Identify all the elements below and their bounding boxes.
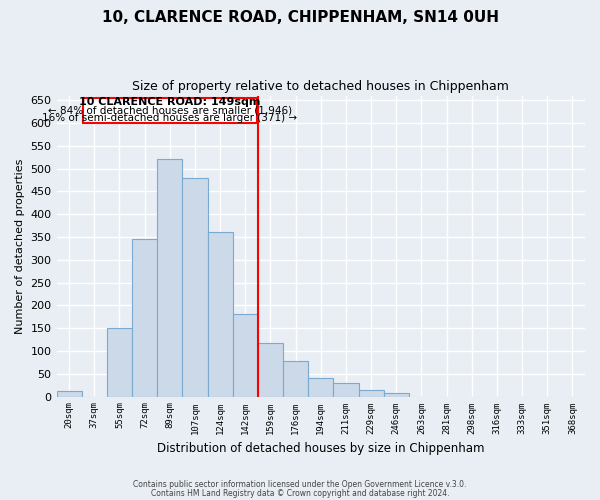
Bar <box>233 314 258 396</box>
Text: Contains public sector information licensed under the Open Government Licence v.: Contains public sector information licen… <box>133 480 467 489</box>
Bar <box>157 160 182 396</box>
Y-axis label: Number of detached properties: Number of detached properties <box>15 158 25 334</box>
Text: Contains HM Land Registry data © Crown copyright and database right 2024.: Contains HM Land Registry data © Crown c… <box>151 488 449 498</box>
Title: Size of property relative to detached houses in Chippenham: Size of property relative to detached ho… <box>133 80 509 93</box>
Bar <box>359 390 383 396</box>
Text: 10, CLARENCE ROAD, CHIPPENHAM, SN14 0UH: 10, CLARENCE ROAD, CHIPPENHAM, SN14 0UH <box>101 10 499 25</box>
FancyBboxPatch shape <box>83 98 257 123</box>
Bar <box>308 378 334 396</box>
Bar <box>182 178 208 396</box>
Bar <box>107 328 132 396</box>
Text: 16% of semi-detached houses are larger (371) →: 16% of semi-detached houses are larger (… <box>42 114 298 124</box>
Bar <box>283 361 308 396</box>
Bar <box>334 383 359 396</box>
Text: ← 84% of detached houses are smaller (1,946): ← 84% of detached houses are smaller (1,… <box>48 106 292 116</box>
Bar <box>56 390 82 396</box>
Bar <box>132 239 157 396</box>
Bar <box>258 342 283 396</box>
X-axis label: Distribution of detached houses by size in Chippenham: Distribution of detached houses by size … <box>157 442 485 455</box>
Bar <box>383 393 409 396</box>
Bar <box>208 232 233 396</box>
Text: 10 CLARENCE ROAD: 149sqm: 10 CLARENCE ROAD: 149sqm <box>79 98 260 108</box>
